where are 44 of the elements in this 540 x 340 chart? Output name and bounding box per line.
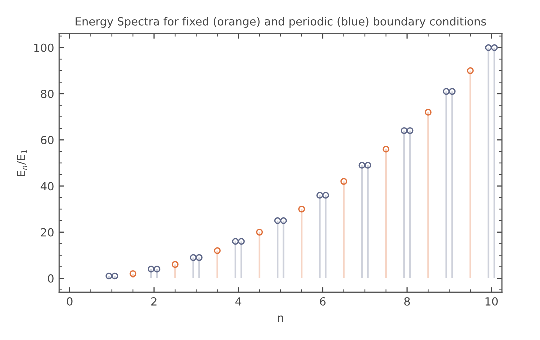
- x-tick-label: 4: [236, 298, 242, 306]
- point: [214, 247, 221, 254]
- point: [358, 162, 366, 169]
- x-tick-label: 2: [152, 297, 157, 306]
- x-tick-label: 8: [404, 297, 410, 306]
- point: [112, 272, 118, 280]
- chart-title: Energy Spectra for fixed (orange) and periodic (blue) boundary conditions: [76, 17, 486, 28]
- point: [154, 266, 161, 273]
- y-tick-label: 0: [48, 274, 54, 283]
- point: [491, 44, 498, 52]
- x-tick-label: 10: [486, 297, 498, 306]
- point: [443, 88, 450, 96]
- point: [256, 229, 264, 236]
- y-axis-title: E$_{n}$/E$_{1}$: [17, 150, 28, 176]
- point: [232, 238, 240, 246]
- y-tick-label: 60: [41, 136, 54, 145]
- point: [280, 217, 288, 224]
- point: [130, 270, 137, 278]
- point: [382, 146, 390, 153]
- point: [364, 162, 372, 169]
- point: [340, 178, 348, 186]
- y-tick-label: 80: [41, 90, 54, 98]
- point: [148, 266, 155, 273]
- point: [316, 192, 324, 199]
- point: [106, 272, 113, 280]
- y-tick-label: 100: [34, 44, 54, 52]
- point: [406, 127, 414, 134]
- point: [322, 192, 330, 199]
- point: [400, 127, 408, 134]
- point: [238, 238, 245, 246]
- point: [424, 109, 432, 116]
- y-tick-label: 40: [40, 182, 54, 191]
- x-axis-title: n: [278, 316, 284, 322]
- x-tick-label: 0: [67, 297, 73, 306]
- x-tick-label: 6: [320, 297, 326, 306]
- point: [172, 261, 179, 268]
- point: [449, 88, 456, 96]
- point: [274, 217, 282, 224]
- point: [196, 254, 203, 262]
- point: [467, 68, 474, 74]
- point: [298, 206, 306, 213]
- point: [485, 44, 492, 52]
- y-tick-label: 20: [41, 228, 54, 237]
- point: [190, 254, 197, 262]
